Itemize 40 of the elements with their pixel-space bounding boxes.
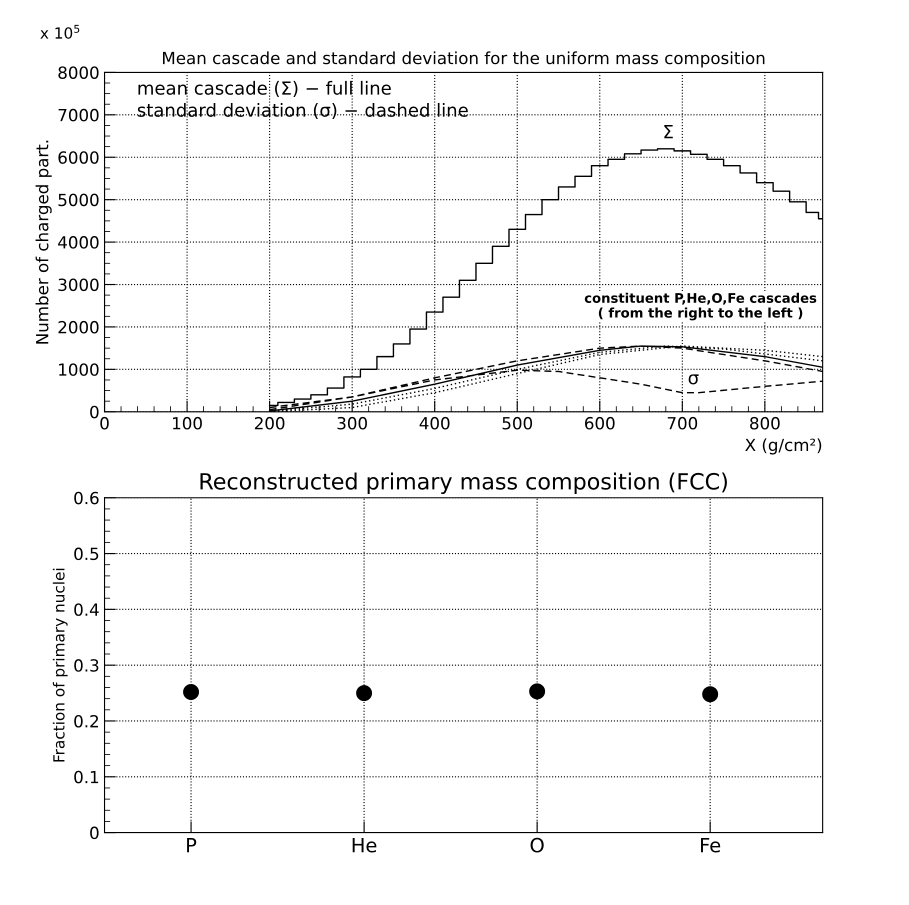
annotation: standard deviation (σ) − dashed line [138,102,468,120]
chart-title: Mean cascade and standard deviation for the uniform mass composition [163,51,764,68]
x-tick-label: 600 [585,416,615,430]
y-tick-label: 5000 [58,194,99,206]
y-tick-label: 1000 [59,363,99,376]
x-tick-label: 0 [100,416,109,430]
y-tick-label: 0.3 [74,659,98,672]
x-tick-label: 800 [750,416,780,430]
x-tick-label: 100 [173,416,202,430]
y-tick-label: 6000 [58,151,99,164]
y-tick-label: 8000 [58,66,99,79]
y-tick-label: 7000 [58,108,99,122]
y-tick-label: 0 [90,826,99,840]
y-tick-label: 0.4 [74,603,99,616]
x-tick-label: P [187,838,196,852]
x-axis-title: X (g/cm²) [745,438,822,454]
chart-title: Reconstructed primary mass composition (FCC) [200,472,727,494]
x-tick-label: 700 [668,416,698,430]
y-tick-label: 0.6 [74,492,99,504]
x-tick-label: 500 [502,416,532,430]
x-tick-label: Fe [701,838,720,853]
y-tick-label: 0 [90,406,99,418]
y-tick-label: 2000 [58,320,99,334]
y-tick-label: 0.5 [74,548,98,560]
x-tick-label: 400 [420,416,450,430]
x-tick-label: O [530,838,544,853]
x-tick-label: 300 [338,416,367,430]
y-tick-label: 4000 [58,236,99,249]
text: x 10$^{5}$ [40,24,80,39]
annotation: mean cascade (Σ) − full line [138,80,391,97]
x-tick-label: He [352,838,376,853]
y-tick-label: 0.1 [74,770,98,784]
annotation: Σ [664,125,673,138]
y-axis-title: Number of charged part. [36,140,52,344]
y-axis-title: Fraction of primary nuclei [52,568,68,762]
y-tick-label: 3000 [58,278,99,292]
annotation: σ [688,374,699,385]
y-tick-label: 0.2 [74,714,98,728]
x-tick-label: 200 [254,416,284,430]
annotation: constituent P,He,O,Fe cascades ( from the right to the left ) [584,292,816,320]
